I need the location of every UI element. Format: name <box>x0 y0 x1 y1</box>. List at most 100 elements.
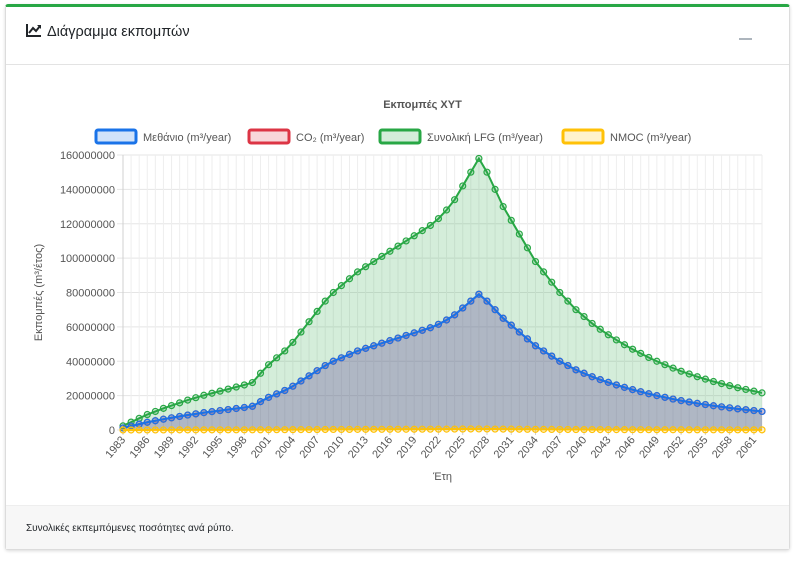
data-point <box>564 425 572 434</box>
data-point <box>353 347 362 355</box>
data-point <box>273 354 281 362</box>
series-line <box>122 156 763 427</box>
data-point <box>224 405 232 414</box>
data-point <box>726 426 734 434</box>
data-point <box>459 425 467 433</box>
x-tick-label: 1989 <box>152 434 177 460</box>
data-point <box>564 297 572 305</box>
data-point <box>305 372 313 380</box>
data-point <box>709 377 718 386</box>
data-point <box>645 390 653 398</box>
data-point <box>151 417 159 425</box>
data-point <box>273 390 281 398</box>
data-point <box>232 404 240 413</box>
data-point <box>184 396 192 404</box>
data-point <box>264 393 273 401</box>
y-tick-label: 60000000 <box>66 322 115 334</box>
legend-label: CO₂ (m³/year) <box>296 132 364 144</box>
data-point <box>467 168 475 176</box>
card-header: Διάγραμμα εκπομπών <box>6 7 789 65</box>
data-point <box>159 426 168 434</box>
data-point <box>264 361 273 369</box>
data-point <box>669 395 677 403</box>
minus-icon[interactable] <box>739 29 753 43</box>
data-point <box>604 331 612 339</box>
series-line <box>122 427 763 431</box>
data-point <box>386 247 394 255</box>
x-tick-label: 1998 <box>225 434 250 460</box>
x-tick-label: 2061 <box>734 434 759 460</box>
series-area <box>123 294 762 430</box>
data-point <box>345 275 354 283</box>
data-point <box>540 347 548 355</box>
x-tick-label: 2034 <box>516 434 541 460</box>
data-point <box>313 367 321 375</box>
data-point <box>321 361 329 370</box>
x-tick-label: 2013 <box>346 434 371 460</box>
data-point <box>240 426 248 434</box>
data-point <box>475 154 483 163</box>
data-point <box>483 297 491 305</box>
data-point <box>224 385 232 393</box>
data-point <box>434 320 443 328</box>
data-point <box>491 185 499 193</box>
y-axis-label: Εκπομπές (m³/έτος) <box>33 244 45 341</box>
data-point <box>176 412 184 421</box>
legend-label: Συνολική LFG (m³/year) <box>427 132 543 144</box>
data-point <box>345 425 354 433</box>
data-point <box>701 375 709 383</box>
chart-title: Εκπομπές ΧΥΤ <box>383 99 462 111</box>
data-point <box>151 426 159 434</box>
data-point <box>297 377 305 385</box>
data-point <box>548 425 556 434</box>
x-tick-label: 2007 <box>297 434 322 460</box>
data-point <box>750 387 758 395</box>
data-point <box>758 407 766 416</box>
data-point <box>588 425 596 434</box>
x-tick-label: 2052 <box>661 434 686 460</box>
data-point <box>353 425 362 433</box>
data-point <box>734 426 742 434</box>
data-point <box>410 329 418 337</box>
data-point <box>151 407 159 416</box>
x-tick-label: 1986 <box>128 434 153 460</box>
legend-swatch <box>247 128 291 145</box>
emissions-card: Διάγραμμα εκπομπών Εκπομπές ΧΥΤ Μεθάνιο (… <box>5 4 790 550</box>
data-point <box>321 297 329 305</box>
data-point <box>337 354 345 362</box>
data-point <box>386 337 394 345</box>
x-tick-label: 2040 <box>564 434 589 460</box>
x-tick-label: 1995 <box>200 434 225 460</box>
data-point <box>176 399 184 407</box>
data-point <box>572 366 580 374</box>
data-point <box>483 168 491 176</box>
data-point <box>297 426 305 434</box>
data-point <box>734 405 742 413</box>
chart-area: Εκπομπές ΧΥΤ Μεθάνιο (m³/year) CO₂ (m³/yea… <box>6 66 789 506</box>
data-point <box>281 426 289 434</box>
data-point <box>475 290 483 298</box>
data-point <box>701 400 709 409</box>
data-point <box>264 426 273 434</box>
data-point <box>572 425 580 434</box>
y-tick-label: 20000000 <box>66 391 115 403</box>
data-point <box>216 387 224 395</box>
data-point <box>685 398 693 406</box>
data-point <box>386 425 394 433</box>
data-point <box>661 426 669 434</box>
data-point <box>224 426 232 434</box>
data-point <box>289 382 297 390</box>
data-point <box>143 426 151 434</box>
data-point <box>499 425 507 433</box>
data-point <box>442 316 451 324</box>
data-point <box>418 326 426 334</box>
emissions-chart: Εκπομπές ΧΥΤ Μεθάνιο (m³/year) CO₂ (m³/yea… <box>33 99 766 483</box>
x-tick-label: 2001 <box>249 434 274 460</box>
data-point <box>612 426 621 434</box>
data-point <box>661 393 669 401</box>
data-point <box>548 278 556 286</box>
x-tick-label: 2016 <box>370 434 395 460</box>
data-point <box>184 411 192 419</box>
data-point <box>370 342 378 350</box>
data-point <box>200 409 208 417</box>
